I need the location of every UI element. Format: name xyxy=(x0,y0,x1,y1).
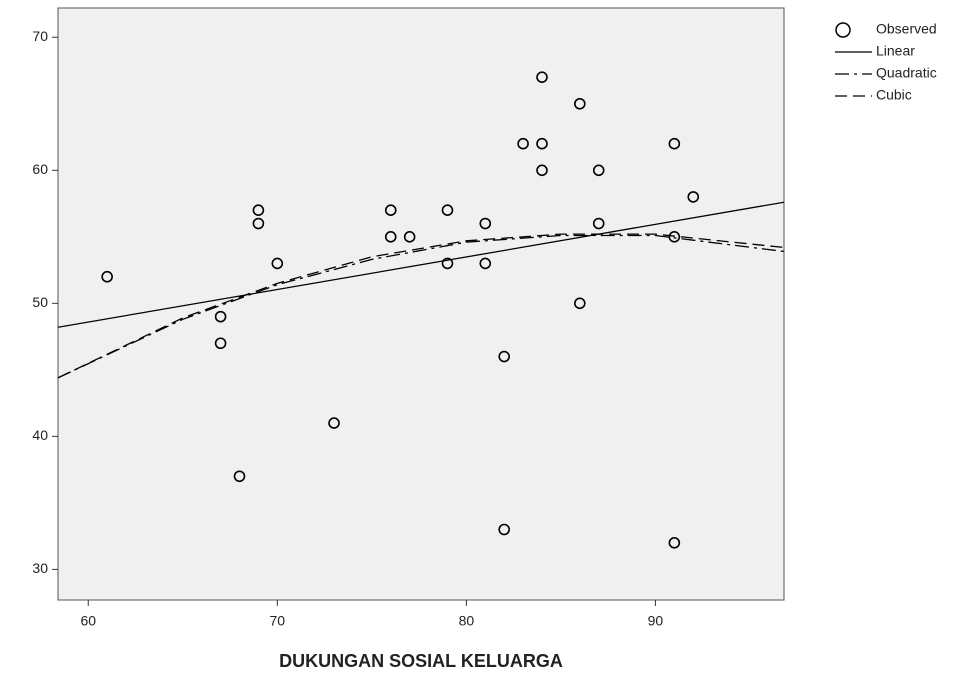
y-tick-label: 30 xyxy=(32,560,48,576)
x-axis-title: DUKUNGAN SOSIAL KELUARGA xyxy=(279,651,563,671)
x-tick-label: 70 xyxy=(270,613,286,629)
legend-label: Observed xyxy=(876,21,937,37)
chart: DUKUNGAN SOSIAL KELUARGA 30 40 50 60 70 60 70 8… xyxy=(0,0,974,677)
x-tick-label: 80 xyxy=(459,613,475,629)
plot-area xyxy=(58,8,784,600)
legend-marker xyxy=(836,23,850,37)
legend-label: Linear xyxy=(876,43,915,59)
y-tick-label: 50 xyxy=(32,294,48,310)
legend-label: Cubic xyxy=(876,87,912,103)
y-tick-label: 60 xyxy=(32,161,48,177)
x-tick-label: 60 xyxy=(80,613,96,629)
y-tick-label: 40 xyxy=(32,427,48,443)
x-tick-label: 90 xyxy=(648,613,664,629)
legend-label: Quadratic xyxy=(876,65,937,81)
y-tick-label: 70 xyxy=(32,28,48,44)
